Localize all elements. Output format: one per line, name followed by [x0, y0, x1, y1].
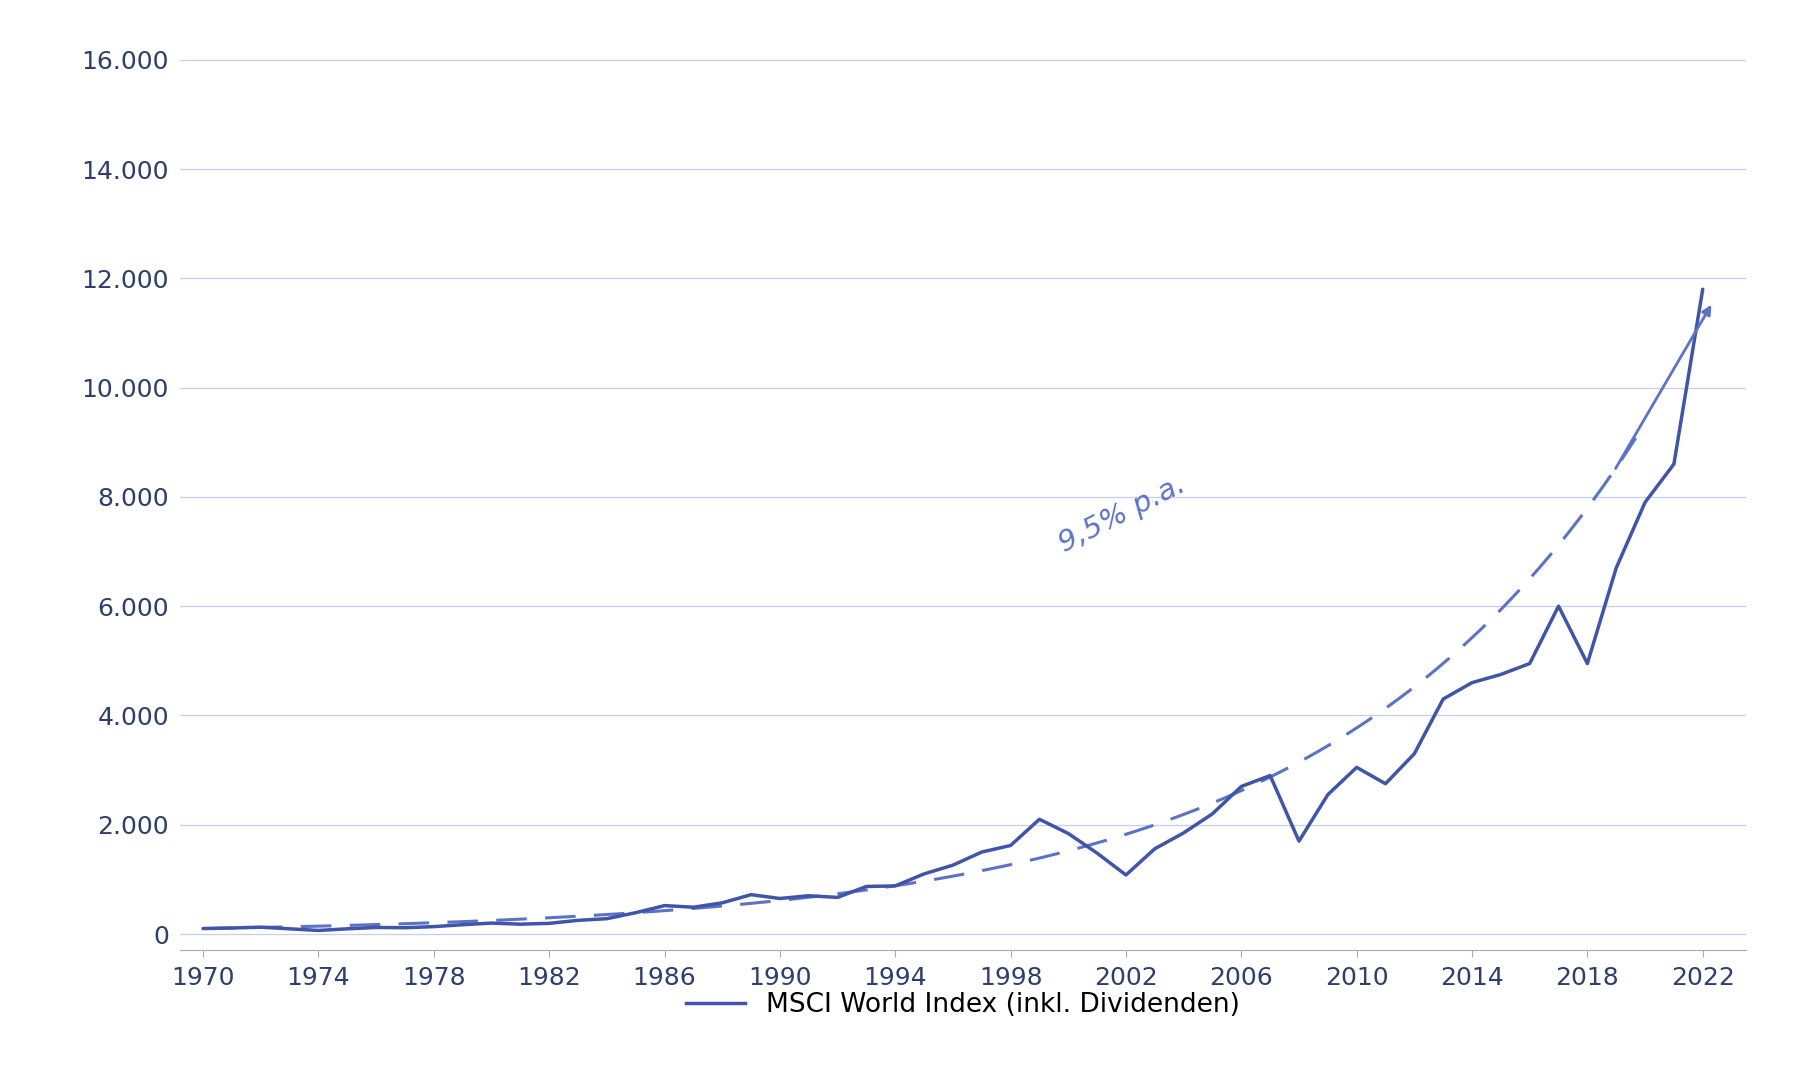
Legend: MSCI World Index (inkl. Dividenden): MSCI World Index (inkl. Dividenden)	[677, 982, 1249, 1029]
Text: 9,5% p.a.: 9,5% p.a.	[1053, 470, 1190, 557]
